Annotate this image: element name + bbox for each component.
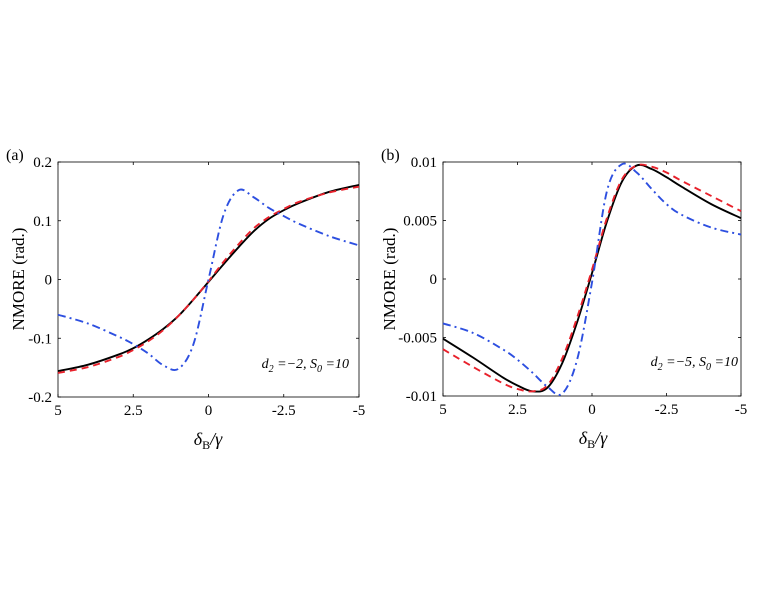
panel-a-x-tick-label: 5 (54, 403, 62, 419)
panel-a-y-tick-label: 0 (45, 273, 53, 289)
panel-b-x-tick-label: 5 (439, 402, 447, 418)
panel-b-x-tick-label: 0 (588, 402, 596, 418)
panel-a-y-tick-label: -0.1 (28, 331, 52, 347)
panel-b-y-tick-label: 0.01 (411, 155, 437, 171)
panel-a-annotation: d2 =−2, S0 =10 (262, 357, 349, 375)
panel-b-series (442, 162, 742, 396)
panel-b-series-dashed (442, 163, 742, 393)
panel-a-label: (a) (6, 147, 24, 164)
panel-b-y-axis-label: NMORE (rad.) (380, 228, 399, 331)
panel-a-x-tick-label: -2.5 (272, 403, 296, 419)
panel-a-y-tick-label: 0.2 (33, 155, 52, 171)
panel-b-x-tick-label: -5 (735, 402, 748, 418)
panel-b-y-tick-label: 0.005 (403, 214, 437, 230)
panel-a-y-axis: 0.2 0.1 0 -0.1 -0.2 (28, 155, 359, 406)
panel-b-y-tick-label: -0.005 (398, 331, 437, 347)
panel-a-x-tick-label: 0 (205, 403, 213, 419)
panel-b-x-tick-label: 2.5 (508, 402, 527, 418)
panel-b-x-tick-label: -2.5 (655, 402, 679, 418)
panel-a-series-solid (57, 183, 360, 373)
panel-a-y-axis-label: NMORE (rad.) (9, 228, 28, 331)
panel-a-y-tick-label: -0.2 (28, 390, 52, 406)
panel-b-series-dash-dot (442, 162, 742, 396)
panel-b-x-axis-label: δB/γ (579, 428, 608, 451)
panel-b-x-axis: 5 2.5 0 -2.5 -5 (439, 162, 747, 418)
panel-b-label: (b) (381, 147, 400, 164)
panel-b-annotation: d2 =−5, S0 =10 (651, 355, 738, 373)
panel-a-series-dash-dot (57, 188, 360, 372)
panel-a-x-axis: 5 2.5 0 -2.5 -5 (54, 162, 365, 419)
panel-a: (a) 5 2.5 0 -2.5 -5 0.2 0.1 0 -0.1 -0.2 NMORE (r… (6, 147, 365, 452)
panel-a-series (57, 183, 360, 374)
panel-a-y-tick-label: 0.1 (33, 214, 52, 230)
panel-b-y-tick-label: -0.01 (406, 389, 437, 405)
panel-a-x-tick-label: -5 (353, 403, 366, 419)
panel-b: (b) 5 2.5 0 -2.5 -5 0.01 0.005 0 -0.005 -0.01 NM… (380, 147, 747, 451)
panel-a-x-tick-label: 2.5 (124, 403, 143, 419)
panel-a-x-axis-label: δB/γ (194, 429, 223, 452)
panel-b-series-solid (442, 163, 742, 393)
panel-b-y-axis: 0.01 0.005 0 -0.005 -0.01 (398, 155, 741, 405)
panel-b-y-tick-label: 0 (430, 272, 438, 288)
